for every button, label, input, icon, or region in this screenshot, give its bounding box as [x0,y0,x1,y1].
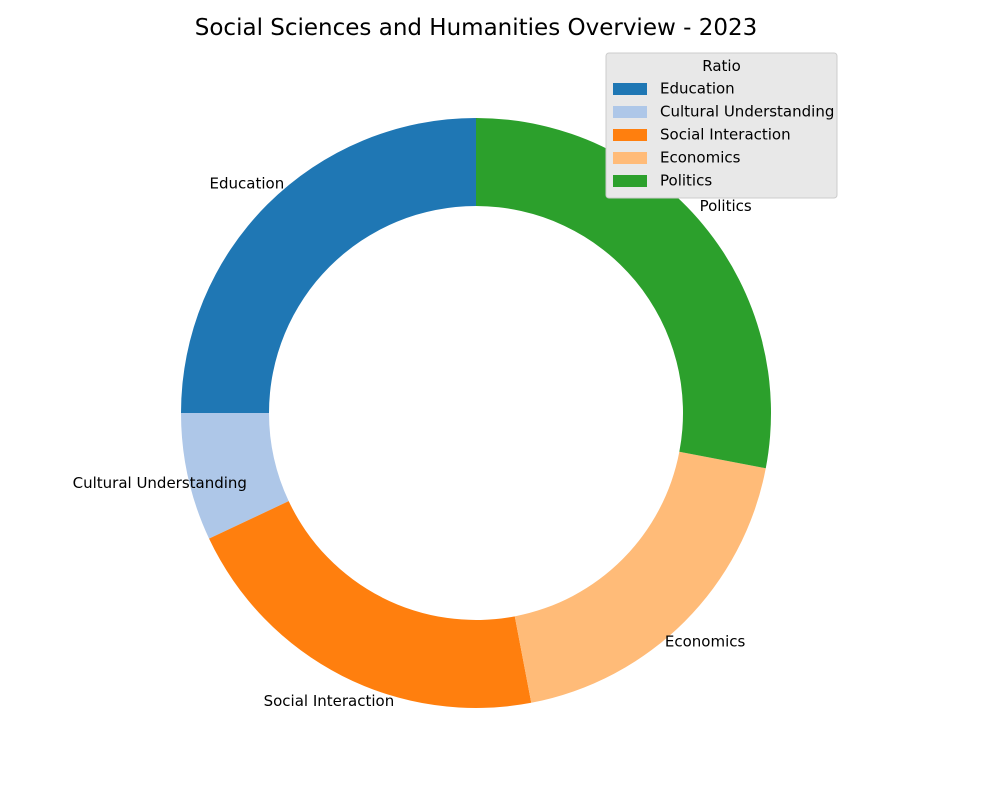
legend-swatch-economics [613,152,647,164]
slice-label-education: Education [210,174,285,192]
legend-label-politics: Politics [660,172,712,190]
legend-box [605,52,838,199]
slice-cultural-understanding [181,413,289,539]
legend-swatch-social-interaction [613,129,647,141]
slice-social-interaction [209,501,532,708]
slice-labels: Education Cultural Understanding Social In… [73,174,752,710]
legend: Ratio Education Cultural Understanding Soc… [605,52,838,199]
legend-items: Education Cultural Understanding Social In… [613,80,834,190]
legend-swatch-cultural-understanding [613,106,647,118]
legend-label-cultural-understanding: Cultural Understanding [660,103,834,121]
slice-label-cultural-understanding: Cultural Understanding [73,474,247,492]
slice-label-social-interaction: Social Interaction [264,692,395,710]
legend-label-economics: Economics [660,149,741,167]
slice-economics [514,451,766,703]
legend-label-education: Education [660,80,735,98]
slice-education [181,118,476,413]
legend-title: Ratio [702,57,741,75]
slice-label-economics: Economics [665,633,746,651]
slice-label-politics: Politics [700,197,752,215]
chart-title: Social Sciences and Humanities Overview … [195,15,757,41]
legend-swatch-politics [613,175,647,187]
legend-swatch-education [613,83,647,95]
slice-politics [476,118,771,469]
donut-slices [181,118,771,708]
legend-label-social-interaction: Social Interaction [660,126,791,144]
